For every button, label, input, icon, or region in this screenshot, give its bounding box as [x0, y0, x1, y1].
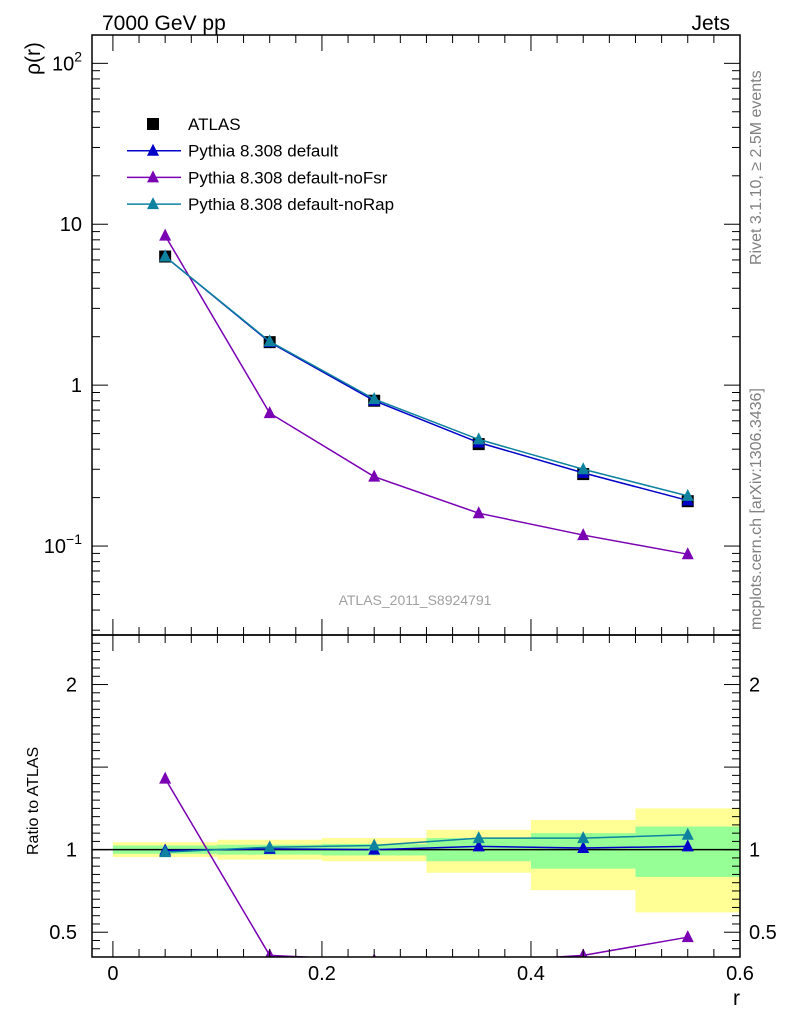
legend-marker-default	[147, 143, 159, 156]
ratio-line-noFsr	[164, 778, 688, 957]
ratio-point-noRap-3	[472, 831, 485, 844]
line-noFsr	[164, 235, 688, 555]
header-right: Jets	[691, 12, 730, 35]
main-ylabel: ρ(r)	[22, 42, 45, 75]
line-noRap	[164, 255, 688, 497]
ratio-point-noRap-0	[159, 845, 172, 858]
main-ytick-label: 10−1	[44, 531, 82, 558]
ratio-ytick-label-left: 2	[66, 675, 77, 697]
ratio-line-noRap	[165, 834, 688, 853]
ratio-ytick-label-left: 0.5	[49, 922, 77, 944]
point-noFsr-3	[472, 506, 485, 519]
legend-label-noFsr: Pythia 8.308 default-noFsr	[188, 168, 388, 187]
point-noRap-5	[681, 488, 694, 501]
ratio-bands	[92, 808, 740, 913]
side-label-bottom: mcplots.cern.ch [arXiv:1306.3436]	[748, 388, 765, 630]
series-default	[159, 249, 694, 506]
legend-entry-noFsr: Pythia 8.308 default-noFsr	[127, 168, 388, 187]
xtick-label: 0.6	[726, 963, 754, 985]
ratio-line-default	[165, 845, 688, 852]
x-axis-label: r	[733, 987, 740, 1010]
legend-label-atlas: ATLAS	[188, 115, 241, 134]
line-default	[164, 255, 688, 502]
legend-marker-noRap	[147, 197, 159, 210]
series-noFsr	[159, 228, 694, 560]
ratio-ytick-label-right: 1	[749, 840, 760, 862]
legend-marker-noFsr	[147, 170, 159, 183]
series-atlas	[159, 250, 694, 508]
axes: 102 10 1 10−1 2 2 1 1 0.5 0.5 0 0.2 0.4 0.6	[44, 34, 777, 985]
legend-entry-atlas: ATLAS	[147, 115, 241, 134]
legend-marker-atlas	[147, 118, 159, 130]
main-ytick-label: 10	[60, 214, 82, 236]
point-noRap-2	[368, 392, 381, 405]
xtick-label: 0	[107, 963, 118, 985]
ratio-ytick-label-left: 1	[66, 840, 77, 862]
point-noFsr-2	[368, 469, 381, 482]
ratio-point-default-5	[681, 839, 694, 852]
xtick-label: 0.4	[517, 963, 545, 985]
watermark: ATLAS_2011_S8924791	[339, 592, 492, 608]
point-noRap-1	[263, 334, 276, 347]
ratio-point-noRap-5	[681, 827, 694, 840]
main-ytick-label: 102	[52, 48, 82, 75]
legend-label-default: Pythia 8.308 default	[188, 142, 339, 161]
legend-entry-default: Pythia 8.308 default	[127, 142, 339, 161]
ratio-ytick-label-right: 0.5	[749, 922, 777, 944]
series-noRap	[159, 249, 694, 501]
ratio-point-noRap-2	[368, 838, 381, 851]
main-series	[159, 228, 694, 560]
ratio-point-noFsr-0	[159, 771, 172, 784]
ratio-ylabel: Ratio to ATLAS	[25, 747, 42, 855]
legend-label-noRap: Pythia 8.308 default-noRap	[188, 195, 394, 214]
xtick-label: 0.2	[308, 963, 336, 985]
legend: ATLAS Pythia 8.308 default Pythia 8.308 de…	[127, 115, 394, 214]
point-noRap-3	[472, 432, 485, 445]
ratio-series-noRap	[159, 827, 694, 858]
point-noFsr-5	[681, 547, 694, 560]
point-noFsr-0	[159, 228, 172, 241]
ratio-frame	[91, 634, 741, 958]
point-noRap-4	[577, 462, 590, 475]
ratio-series	[159, 771, 694, 957]
ratio-point-default-3	[472, 839, 485, 852]
ratio-point-noRap-1	[263, 840, 276, 853]
ratio-point-default-4	[577, 841, 590, 854]
main-ytick-label: 1	[71, 375, 82, 397]
ratio-point-noRap-4	[577, 831, 590, 844]
ratio-ytick-label-right: 2	[749, 675, 760, 697]
side-label-top: Rivet 3.1.10, ≥ 2.5M events	[748, 70, 765, 265]
header-left: 7000 GeV pp	[102, 12, 226, 35]
ratio-point-noFsr-5	[681, 930, 694, 943]
point-noFsr-4	[577, 528, 590, 541]
legend-entry-noRap: Pythia 8.308 default-noRap	[127, 195, 394, 214]
point-noFsr-1	[263, 406, 276, 419]
point-noRap-0	[159, 249, 172, 262]
